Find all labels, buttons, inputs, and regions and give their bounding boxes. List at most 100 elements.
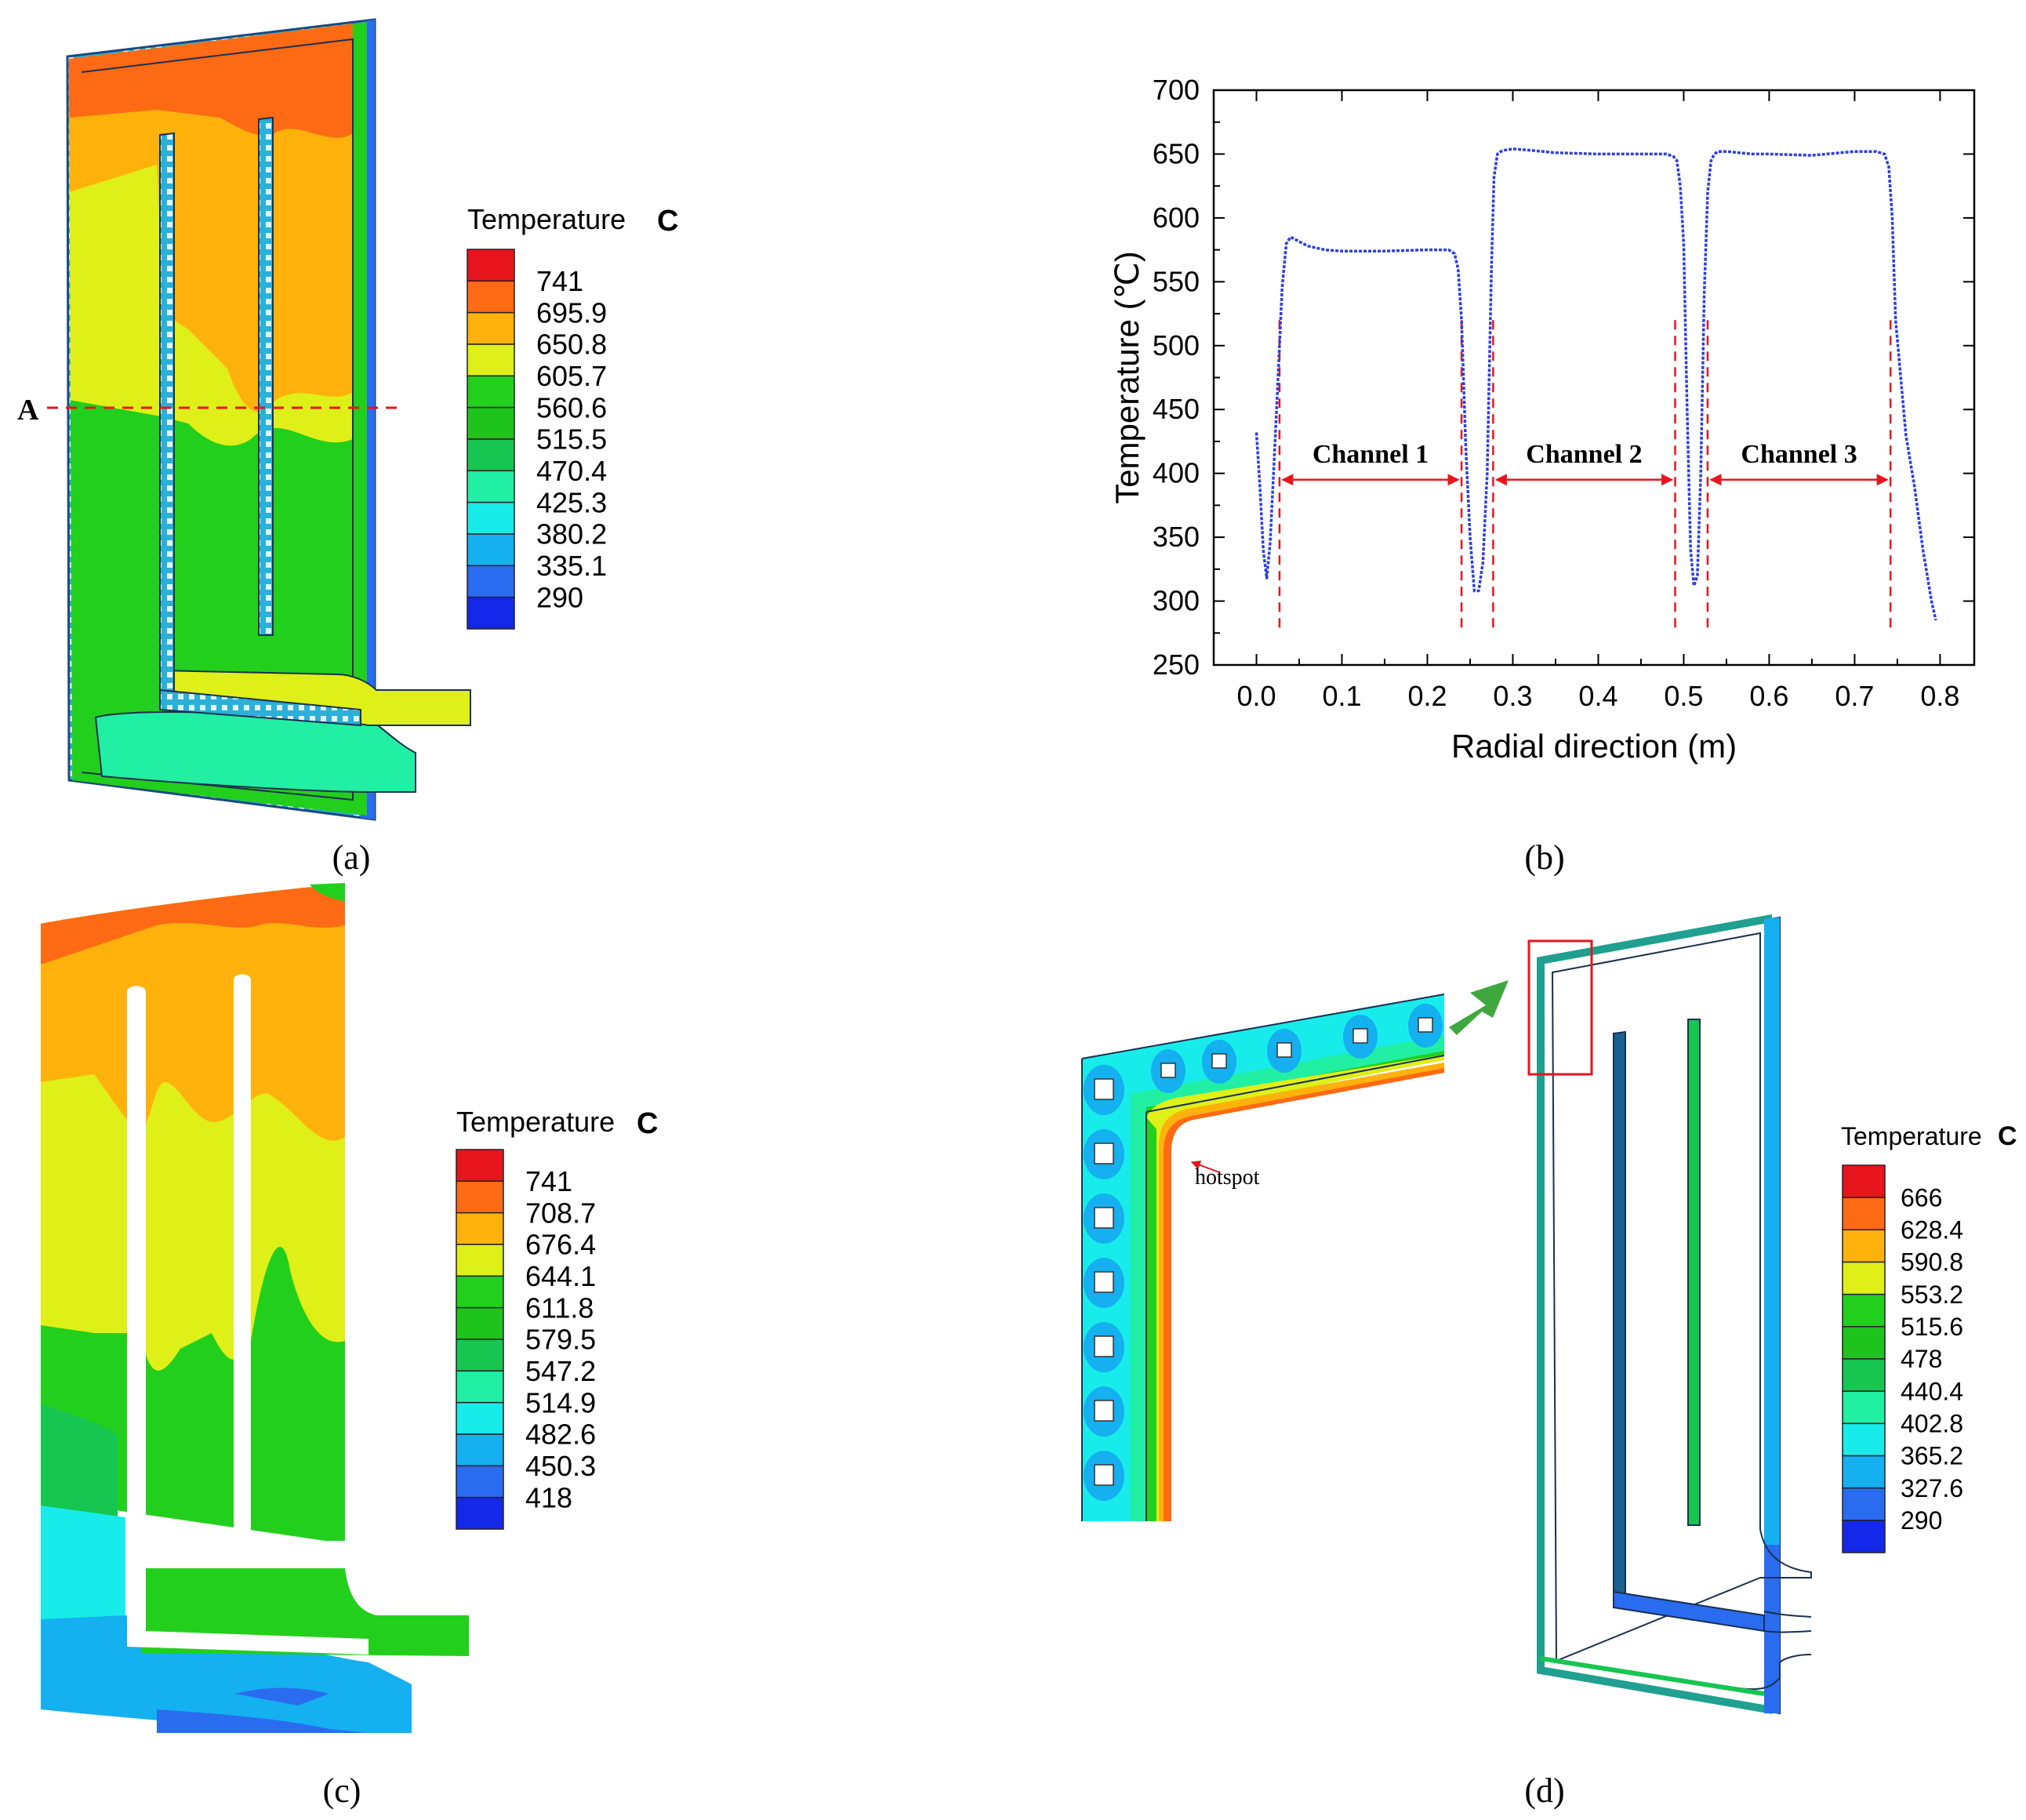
channel-label: Channel 3 [1741,440,1857,469]
y-tick-label: 650 [1153,137,1200,169]
x-tick-label: 0.0 [1236,680,1276,712]
mesh-model [1527,914,1812,1715]
x-axis-label: Radial direction (m) [1451,728,1737,765]
coolant-hole [1094,1335,1114,1357]
legend-swatch [1842,1164,1886,1198]
legend-value: 482.6 [525,1419,596,1451]
legend-swatch [467,596,515,630]
legend-swatch [467,375,515,409]
legend-swatch [456,1465,504,1499]
y-tick-label: 600 [1153,202,1200,234]
legend-value: 741 [536,265,583,297]
coolant-hole [1094,1078,1114,1100]
legend-c-unit: C [637,1107,658,1140]
legend-swatch [1842,1487,1886,1521]
coolant-hole [1094,1400,1114,1422]
legend-value: 515.5 [536,423,607,456]
legend-swatch [1842,1229,1886,1263]
zoom-arrow [1449,980,1509,1035]
solid-body [41,883,345,1631]
legend-value: 327.6 [1901,1474,1963,1502]
coolant-holes [1084,1004,1443,1501]
zoomed-corner: hotspot [1081,994,1445,1521]
legend-value: 418 [525,1481,572,1513]
legend-swatch [456,1180,504,1214]
x-tick-label: 0.7 [1835,680,1874,712]
legend-swatch [467,311,515,345]
y-tick-label: 450 [1153,393,1200,425]
legend-value: 450.3 [525,1450,596,1482]
legend-value: 666 [1901,1183,1942,1212]
legend-value: 611.8 [525,1291,594,1324]
legend-swatch [467,406,515,440]
legend-value: 402.8 [1901,1410,1963,1438]
legend-value: 440.4 [1901,1377,1963,1405]
chart-b: 0.0 0.1 0.2 0.3 0.4 0.5 0.6 0.7 0.8 250 300 350 400 4… [1109,74,1976,765]
legend-swatch [1842,1293,1886,1328]
legend-value: 741 [525,1165,572,1197]
legend-swatch [1842,1390,1886,1425]
legend-value: 478 [1901,1345,1942,1373]
coolant-hole [1211,1053,1227,1069]
legend-swatch [456,1306,504,1340]
legend-value: 560.6 [536,391,607,423]
legend-c: 741708.7676.4644.1611.8579.5547.2514.948… [456,1149,596,1530]
legend-value: 335.1 [536,550,607,582]
hotspot-label: hotspot [1195,1165,1260,1190]
legend-a: 741695.9650.8605.7560.6515.5470.4425.338… [467,249,607,630]
x-tick-label: 0.4 [1578,680,1618,712]
legend-swatch [456,1212,504,1245]
panel-a: A Temperature C 741695.9650.8605.7560.65… [17,18,678,877]
y-tick-label: 300 [1153,585,1200,617]
legend-value: 695.9 [536,296,607,329]
legend-swatch [1842,1520,1886,1553]
legend-value: 644.1 [525,1260,596,1292]
legend-swatch [456,1244,504,1277]
legend-value: 514.9 [525,1386,596,1419]
legend-swatch [456,1401,504,1435]
y-axis-label: Temperature (℃) [1109,251,1146,504]
legend-value: 708.7 [525,1197,596,1229]
x-tick-label: 0.8 [1920,680,1959,712]
legend-swatch [467,501,515,535]
x-tick-label: 0.5 [1664,680,1703,712]
legend-swatch [467,249,515,282]
caption-a: (a) [332,838,371,877]
coolant-hole [1094,1142,1114,1164]
legend-value: 425.3 [536,486,607,518]
panel-d: hotspot Temperature C 666 628.4 590.8 553.2… [1081,914,2017,1810]
channel-label: Channel 2 [1526,440,1642,469]
legend-value: 553.2 [1901,1281,1963,1309]
legend-value: 515.6 [1901,1313,1963,1341]
legend-a-unit: C [657,205,678,238]
legend-d: 666 628.4 590.8 553.2 515.6 478 440.4 402.8 365.… [1842,1164,1963,1553]
caption-b: (b) [1524,838,1564,877]
legend-swatch [1842,1197,1886,1231]
y-tick-label: 400 [1153,457,1200,489]
coolant-hole [1094,1207,1114,1229]
x-tick-label: 0.3 [1493,680,1532,712]
legend-swatch [467,438,515,472]
legend-value: 605.7 [536,360,607,392]
temperature-series-line [1254,147,1937,621]
legend-swatch [467,565,515,598]
legend-swatch [1842,1455,1886,1489]
x-tick-label: 0.2 [1407,680,1447,712]
plot-frame [1212,89,1976,667]
legend-swatch [467,533,515,567]
legend-value: 676.4 [525,1229,596,1261]
legend-swatch [456,1433,504,1467]
legend-swatch [456,1339,504,1372]
x-tick-label: 0.6 [1749,680,1788,712]
coolant-hole [1276,1042,1292,1058]
panel-b: 0.0 0.1 0.2 0.3 0.4 0.5 0.6 0.7 0.8 250 300 350 400 4… [1109,74,1976,877]
legend-swatch [467,470,515,503]
legend-swatch [1842,1261,1886,1295]
caption-d: (d) [1524,1771,1564,1810]
coolant-hole [1418,1017,1433,1033]
legend-swatch [1842,1326,1886,1360]
y-tick-label: 700 [1153,74,1200,106]
y-tick-label: 350 [1153,521,1200,553]
legend-value: 470.4 [536,455,607,487]
